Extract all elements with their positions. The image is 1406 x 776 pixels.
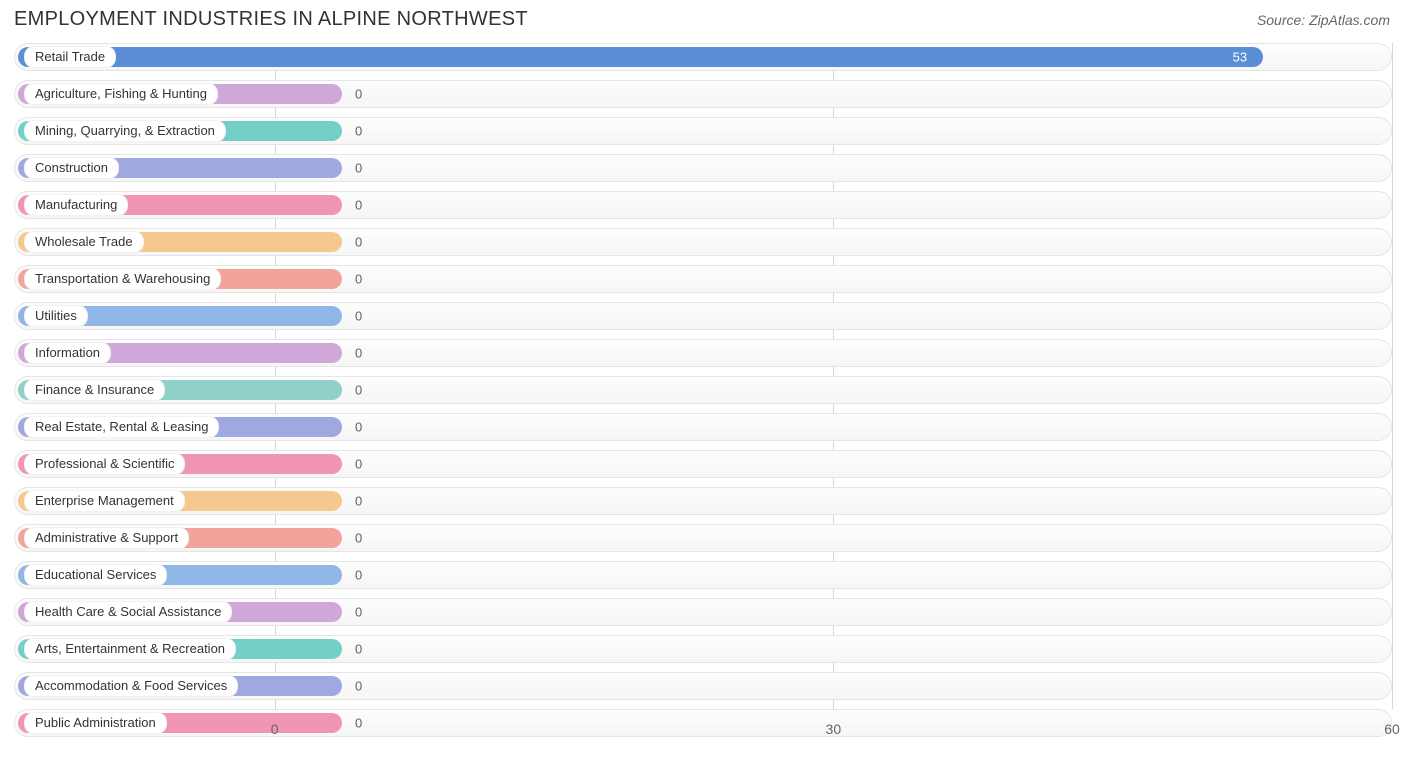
bar-value-label: 0: [355, 346, 362, 361]
bar-row: Administrative & Support 0: [14, 524, 1392, 552]
chart-title: EMPLOYMENT INDUSTRIES IN ALPINE NORTHWES…: [14, 8, 528, 31]
bar-row: Retail Trade 53: [14, 43, 1392, 71]
bar-label-pill: Health Care & Social Assistance: [24, 601, 232, 623]
bar-label-pill: Professional & Scientific: [24, 453, 185, 475]
bar-row: Information 0: [14, 339, 1392, 367]
bar-row: Professional & Scientific 0: [14, 450, 1392, 478]
bar-row: Finance & Insurance 0: [14, 376, 1392, 404]
bar-row: Arts, Entertainment & Recreation 0: [14, 635, 1392, 663]
bar-label-pill: Construction: [24, 157, 119, 179]
chart-rows: Retail Trade 53 Agriculture, Fishing & Hun…: [14, 43, 1392, 746]
bar-value-label: 0: [355, 457, 362, 472]
bar-label-pill: Arts, Entertainment & Recreation: [24, 638, 236, 660]
chart-area: Retail Trade 53 Agriculture, Fishing & Hun…: [14, 43, 1392, 745]
x-axis-tick-label: 0: [271, 721, 279, 737]
bar-value-label: 0: [355, 679, 362, 694]
bar-label-pill: Accommodation & Food Services: [24, 675, 238, 697]
bar-value-label: 0: [355, 235, 362, 250]
bar-label-pill: Finance & Insurance: [24, 379, 165, 401]
bar-row: Real Estate, Rental & Leasing 0: [14, 413, 1392, 441]
bar-label-pill: Retail Trade: [24, 46, 116, 68]
bar-label-pill: Educational Services: [24, 564, 167, 586]
bar-row: Wholesale Trade 0: [14, 228, 1392, 256]
bar-value-label: 0: [355, 87, 362, 102]
bar-value-label: 0: [355, 198, 362, 213]
bar-row: Utilities 0: [14, 302, 1392, 330]
bar-fill: [18, 47, 1263, 67]
bar-row: Agriculture, Fishing & Hunting 0: [14, 80, 1392, 108]
bar-value-label: 0: [355, 124, 362, 139]
bar-value-label: 0: [355, 642, 362, 657]
bar-value-label: 0: [355, 494, 362, 509]
bar-value-label: 0: [355, 309, 362, 324]
bar-row: Accommodation & Food Services 0: [14, 672, 1392, 700]
bar-value-label: 0: [355, 568, 362, 583]
bar-label-pill: Agriculture, Fishing & Hunting: [24, 83, 218, 105]
chart-source: Source: ZipAtlas.com: [1257, 8, 1390, 28]
bar-value-label: 0: [355, 605, 362, 620]
bar-label-pill: Mining, Quarrying, & Extraction: [24, 120, 226, 142]
bar-label-pill: Information: [24, 342, 111, 364]
bar-label-pill: Enterprise Management: [24, 490, 185, 512]
bar-row: Health Care & Social Assistance 0: [14, 598, 1392, 626]
bar-row: Manufacturing 0: [14, 191, 1392, 219]
bar-row: Construction 0: [14, 154, 1392, 182]
bar-row: Enterprise Management 0: [14, 487, 1392, 515]
bar-value-label: 0: [355, 420, 362, 435]
bar-value-label: 0: [355, 272, 362, 287]
bar-label-pill: Manufacturing: [24, 194, 128, 216]
bar-label-pill: Utilities: [24, 305, 88, 327]
bar-value-label: 0: [355, 531, 362, 546]
x-axis-tick-label: 60: [1384, 721, 1400, 737]
bar-label-pill: Real Estate, Rental & Leasing: [24, 416, 219, 438]
chart-x-axis: 03060: [14, 715, 1392, 745]
bar-row: Mining, Quarrying, & Extraction 0: [14, 117, 1392, 145]
bar-row: Transportation & Warehousing 0: [14, 265, 1392, 293]
chart-header: EMPLOYMENT INDUSTRIES IN ALPINE NORTHWES…: [0, 0, 1406, 35]
bar-label-pill: Wholesale Trade: [24, 231, 144, 253]
bar-row: Educational Services 0: [14, 561, 1392, 589]
x-axis-tick-label: 30: [826, 721, 842, 737]
bar-value-label: 53: [1233, 50, 1247, 65]
bar-value-label: 0: [355, 161, 362, 176]
bar-label-pill: Transportation & Warehousing: [24, 268, 221, 290]
bar-label-pill: Administrative & Support: [24, 527, 189, 549]
bar-value-label: 0: [355, 383, 362, 398]
gridline: [1392, 43, 1393, 709]
